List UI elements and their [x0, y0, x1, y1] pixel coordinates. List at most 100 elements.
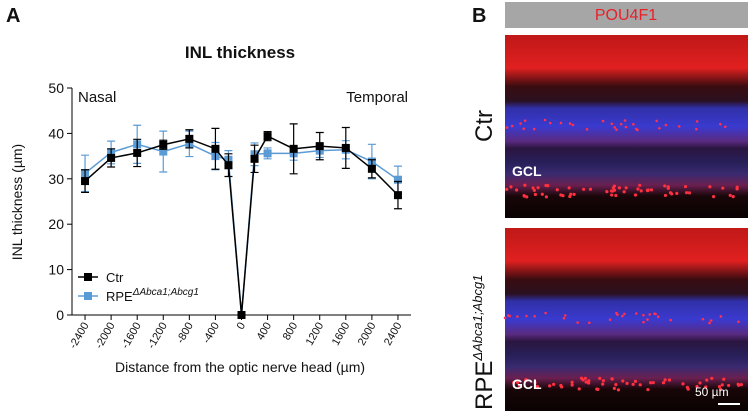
cell-dot [639, 189, 643, 193]
cell-dot [601, 382, 605, 386]
cell-dot [516, 315, 519, 318]
cell-dot [685, 191, 689, 195]
legend-marker [84, 273, 92, 281]
cell-dot [708, 185, 712, 189]
chart-title: INL thickness [185, 43, 295, 62]
cell-dot [583, 376, 587, 380]
cell-dot [610, 193, 614, 197]
cell-dot [522, 127, 526, 131]
cell-dot [588, 187, 593, 191]
cell-dot [663, 378, 667, 382]
stain-label: POU4F1 [595, 7, 657, 24]
cell-dot [728, 193, 732, 197]
marker [341, 143, 350, 152]
cell-dot [704, 385, 708, 389]
cell-dot [531, 186, 535, 190]
legend-label: RPEΔAbca1;Abcg1 [106, 287, 199, 304]
cell-dot [587, 379, 591, 383]
cell-dot [544, 311, 547, 315]
marker [393, 191, 402, 200]
cell-dot [701, 317, 705, 321]
cell-dot [525, 195, 529, 199]
cell-dot [608, 318, 612, 322]
cell-dot [584, 380, 588, 384]
cell-dot [687, 191, 692, 195]
cell-dot [633, 193, 638, 197]
cell-dot [577, 387, 581, 391]
cell-dot [612, 386, 616, 390]
row-label: RPEΔAbca1;Abcg1 [470, 275, 498, 410]
x-tick-label: 2000 [356, 321, 379, 348]
legend-name: RPE [106, 289, 133, 304]
marker [185, 134, 194, 143]
cell-dot [613, 126, 616, 129]
cell-dot [653, 312, 656, 315]
cell-dot [681, 382, 685, 386]
cell-dot [622, 190, 626, 194]
cell-dot [683, 184, 688, 189]
cell-dot [544, 195, 549, 199]
cell-dot [524, 378, 528, 382]
cell-dot [649, 188, 654, 192]
cell-dot [635, 312, 638, 315]
cell-dot [719, 315, 723, 318]
y-axis-label: INL thickness (µm) [9, 144, 25, 260]
cell-dot [610, 377, 614, 381]
cell-dot [615, 128, 618, 131]
cell-dot [581, 378, 585, 382]
cell-dot [711, 195, 716, 199]
cell-dot [587, 321, 591, 325]
cell-dot [636, 128, 639, 132]
cell-dot [663, 184, 667, 188]
layer-label: GCL [512, 376, 542, 392]
cell-dot [559, 193, 563, 197]
marker [159, 140, 168, 149]
cell-dot [633, 379, 638, 383]
cell-dot [576, 321, 579, 324]
cell-dot [572, 192, 576, 196]
marker [224, 161, 233, 170]
x-tick-label: -1600 [119, 321, 143, 351]
legend-name: Ctr [106, 270, 124, 285]
cell-dot [532, 127, 536, 131]
cell-dot [708, 321, 711, 325]
x-tick-label: 1600 [330, 321, 353, 348]
cell-dot [536, 186, 540, 190]
cell-dot [722, 377, 726, 381]
cell-dot [505, 187, 509, 191]
cell-dot [601, 379, 605, 383]
x-tick-label: -400 [201, 321, 222, 346]
cell-dot [737, 320, 740, 324]
cell-dot [570, 380, 574, 384]
cell-dot [632, 122, 635, 126]
cell-dot [614, 193, 618, 198]
cell-dot [664, 123, 668, 127]
cell-dot [617, 186, 621, 190]
cell-dot [614, 383, 618, 387]
cell-dot [646, 318, 649, 321]
marker [250, 154, 259, 163]
cell-dot [727, 383, 731, 388]
cell-dot [533, 314, 536, 318]
x-tick-label: -800 [175, 321, 196, 346]
y-tick-label: 20 [48, 216, 64, 232]
cell-dot [615, 311, 618, 315]
cell-dot [709, 319, 713, 322]
cell-dot [515, 380, 520, 385]
cell-dot [624, 125, 628, 129]
cell-dot [585, 128, 589, 131]
cell-dot [511, 381, 516, 385]
cell-dot [731, 195, 735, 199]
cell-dot [505, 126, 509, 129]
cell-dot [535, 384, 539, 389]
cell-dot [651, 381, 655, 385]
cell-dot [510, 124, 514, 128]
marker [367, 164, 376, 173]
marker [289, 144, 298, 153]
legend-sup: ΔAbca1;Abcg1 [132, 287, 199, 298]
cell-dot [570, 383, 574, 387]
marker [263, 132, 272, 141]
cell-dot [636, 187, 640, 191]
y-tick-label: 0 [56, 307, 64, 323]
